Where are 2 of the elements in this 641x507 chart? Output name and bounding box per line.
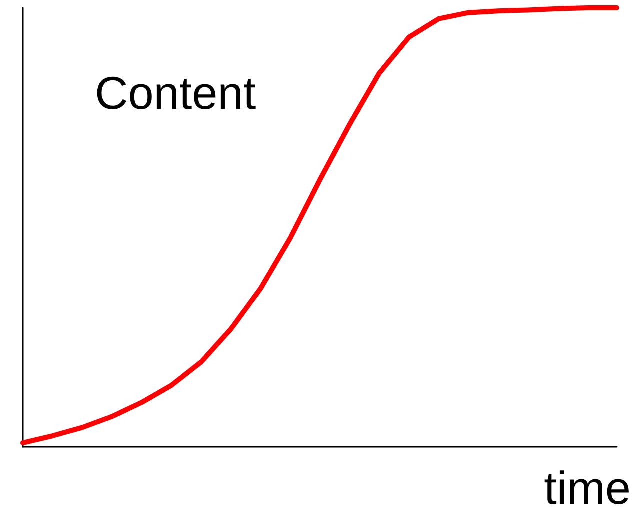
y-axis-title: Content xyxy=(95,67,256,119)
x-axis-title: time xyxy=(544,462,632,507)
